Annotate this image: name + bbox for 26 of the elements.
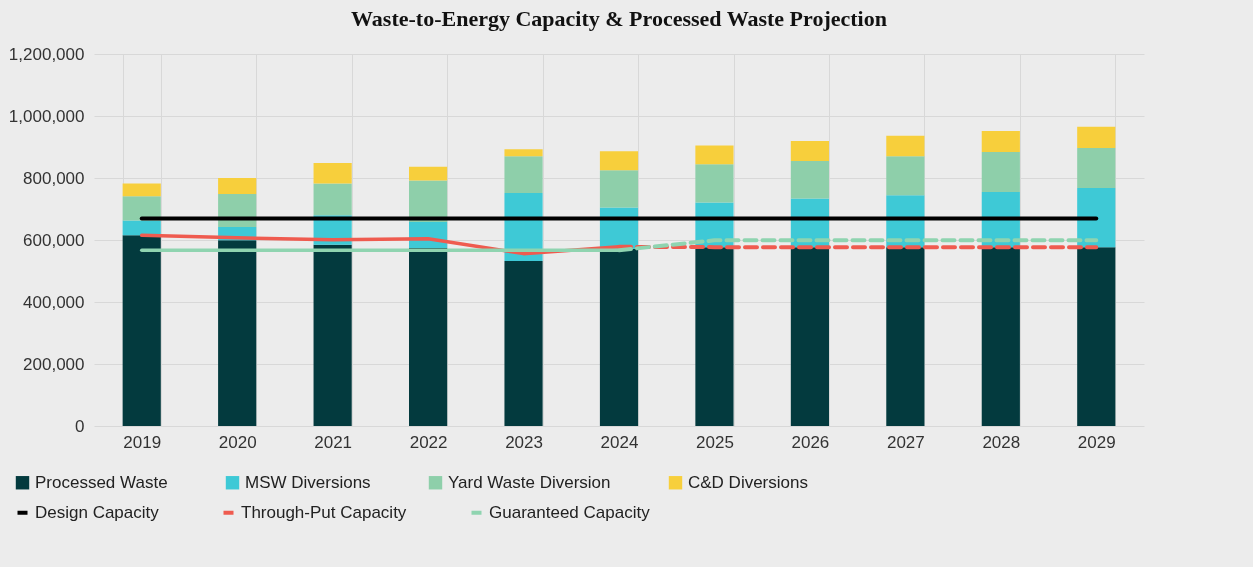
x-tick-label: 2020 — [218, 432, 257, 452]
x-tick-label: 2023 — [505, 432, 543, 452]
y-tick-label: 1,000,000 — [8, 106, 85, 126]
legend-label: Guaranteed Capacity — [489, 502, 651, 522]
y-tick-label: 1,200,000 — [8, 44, 85, 64]
x-tick-label: 2026 — [791, 432, 830, 452]
y-tick-label: 800,000 — [23, 168, 85, 188]
x-tick-label: 2025 — [696, 432, 734, 452]
legend-label: Design Capacity — [35, 502, 160, 522]
x-tick-label: 2027 — [886, 432, 925, 452]
legend-label: C&D Diversions — [688, 472, 808, 492]
x-tick-label: 2021 — [314, 432, 353, 452]
legend-label: Through-Put Capacity — [241, 502, 407, 522]
legend-label: Yard Waste Diversion — [448, 472, 611, 492]
legend-label: Processed Waste — [35, 472, 168, 492]
x-tick-label: 2022 — [409, 432, 448, 452]
y-tick-label: 600,000 — [23, 230, 85, 250]
legend-label: MSW Diversions — [245, 472, 371, 492]
y-tick-label: 200,000 — [23, 354, 85, 374]
chart-title: Waste-to-Energy Capacity & Processed Waste Projection — [351, 6, 887, 31]
x-tick-label: 2024 — [600, 432, 639, 452]
y-tick-label: 0 — [75, 416, 85, 436]
x-tick-label: 2019 — [123, 432, 162, 452]
x-tick-label: 2028 — [982, 432, 1021, 452]
y-tick-label: 400,000 — [23, 292, 85, 312]
x-tick-label: 2029 — [1077, 432, 1116, 452]
